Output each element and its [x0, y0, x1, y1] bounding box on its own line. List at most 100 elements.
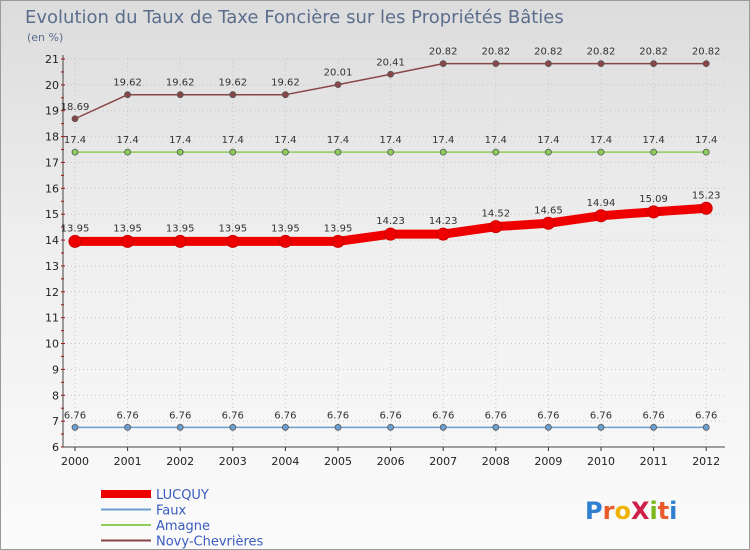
x-tick-label: 2010	[587, 455, 615, 468]
data-label: 20.82	[534, 47, 563, 58]
series-lucquy: 13.95 13.95 13.95 13.95 13.95 13.95 14.23 14.23…	[61, 190, 721, 248]
data-label: 17.4	[695, 135, 717, 146]
data-label: 18.69	[61, 102, 90, 113]
y-tick-label: 21	[45, 53, 59, 66]
y-tick-label: 20	[45, 79, 59, 92]
data-point	[176, 91, 184, 99]
data-label: 13.95	[166, 223, 195, 234]
data-point	[121, 234, 135, 248]
data-label: 6.76	[590, 410, 612, 421]
data-point	[229, 423, 237, 431]
data-label: 17.4	[64, 135, 86, 146]
y-tick-label: 6	[52, 441, 59, 454]
data-point	[650, 148, 657, 156]
x-tick-label: 2001	[114, 455, 142, 468]
legend-label: Faux	[156, 504, 186, 519]
data-point	[334, 81, 342, 89]
legend-label: Novy-Chevrières	[156, 535, 264, 550]
data-label: 13.95	[271, 223, 300, 234]
data-point	[173, 234, 187, 248]
data-point	[124, 91, 131, 99]
data-label: 17.4	[432, 135, 454, 146]
data-point	[334, 423, 342, 431]
data-point	[71, 423, 79, 431]
data-label: 17.4	[274, 135, 296, 146]
data-point	[281, 148, 289, 156]
y-tick-label: 16	[45, 182, 59, 195]
data-label: 14.65	[534, 205, 563, 216]
data-point	[597, 423, 605, 431]
data-point	[439, 60, 447, 68]
data-label: 6.76	[169, 410, 191, 421]
x-tick-label: 2000	[61, 455, 89, 468]
data-label: 17.4	[222, 135, 244, 146]
chart-title: Evolution du Taux de Taxe Foncière sur l…	[25, 7, 564, 28]
data-point	[331, 234, 345, 248]
data-point	[492, 60, 500, 68]
data-label: 6.76	[642, 410, 664, 421]
logo-text: ProXiti	[585, 497, 677, 525]
data-label: 13.95	[218, 223, 247, 234]
data-point	[71, 148, 79, 156]
data-point	[384, 227, 398, 241]
data-label: 6.76	[116, 410, 138, 421]
data-label: 17.4	[327, 135, 349, 146]
data-label: 13.95	[324, 223, 353, 234]
data-point	[650, 60, 657, 68]
data-point	[541, 216, 555, 230]
data-point	[492, 423, 500, 431]
data-label: 6.76	[485, 410, 507, 421]
data-point	[176, 423, 184, 431]
y-tick-label: 7	[52, 415, 59, 428]
data-label: 14.23	[429, 216, 458, 227]
data-point	[489, 220, 503, 234]
data-point	[545, 423, 552, 431]
x-tick-label: 2012	[692, 455, 720, 468]
y-axis-unit-label: (en %)	[27, 31, 63, 44]
data-point	[124, 423, 131, 431]
grid	[63, 58, 725, 448]
x-tick-label: 2005	[324, 455, 352, 468]
data-label: 14.52	[481, 209, 510, 220]
data-label: 17.4	[537, 135, 559, 146]
data-label: 6.76	[64, 410, 86, 421]
data-point	[650, 423, 657, 431]
data-label: 17.4	[169, 135, 191, 146]
y-tick-label: 14	[45, 234, 59, 247]
x-tick-label: 2008	[482, 455, 510, 468]
y-tick-label: 8	[52, 389, 59, 402]
data-label: 19.62	[166, 78, 195, 89]
data-label: 17.4	[379, 135, 401, 146]
y-tick-label: 19	[45, 105, 59, 118]
data-label: 15.23	[692, 190, 721, 201]
data-label: 20.01	[324, 68, 353, 79]
legend-label: LUCQUY	[156, 488, 209, 503]
data-label: 13.95	[61, 223, 90, 234]
x-tick-label: 2004	[271, 455, 299, 468]
axes: 6 7 8 9 10 11 12 13 14 15 16 17 18 19 20 21 2000 2001 2002…	[45, 53, 725, 468]
y-tick-label: 10	[45, 338, 59, 351]
y-tick-label: 11	[45, 312, 59, 325]
data-label: 14.23	[376, 216, 405, 227]
data-point	[439, 148, 447, 156]
data-label: 19.62	[218, 78, 247, 89]
data-point	[226, 234, 240, 248]
data-point	[492, 148, 500, 156]
data-label: 20.82	[481, 47, 510, 58]
data-point	[702, 60, 710, 68]
legend-label: Amagne	[156, 519, 210, 534]
data-point	[702, 148, 710, 156]
data-label: 6.76	[379, 410, 401, 421]
x-tick-label: 2009	[534, 455, 562, 468]
data-point	[281, 423, 289, 431]
data-point	[387, 423, 395, 431]
data-point	[699, 201, 713, 215]
data-label: 17.4	[485, 135, 507, 146]
data-label: 13.95	[113, 223, 142, 234]
data-label: 20.82	[429, 47, 458, 58]
x-tick-label: 2011	[640, 455, 668, 468]
data-point	[71, 115, 79, 123]
data-label: 17.4	[116, 135, 138, 146]
series-amagne: 17.4 17.4 17.4 17.4 17.4 17.4 17.4 17.4 17.4 17.4…	[64, 135, 717, 156]
